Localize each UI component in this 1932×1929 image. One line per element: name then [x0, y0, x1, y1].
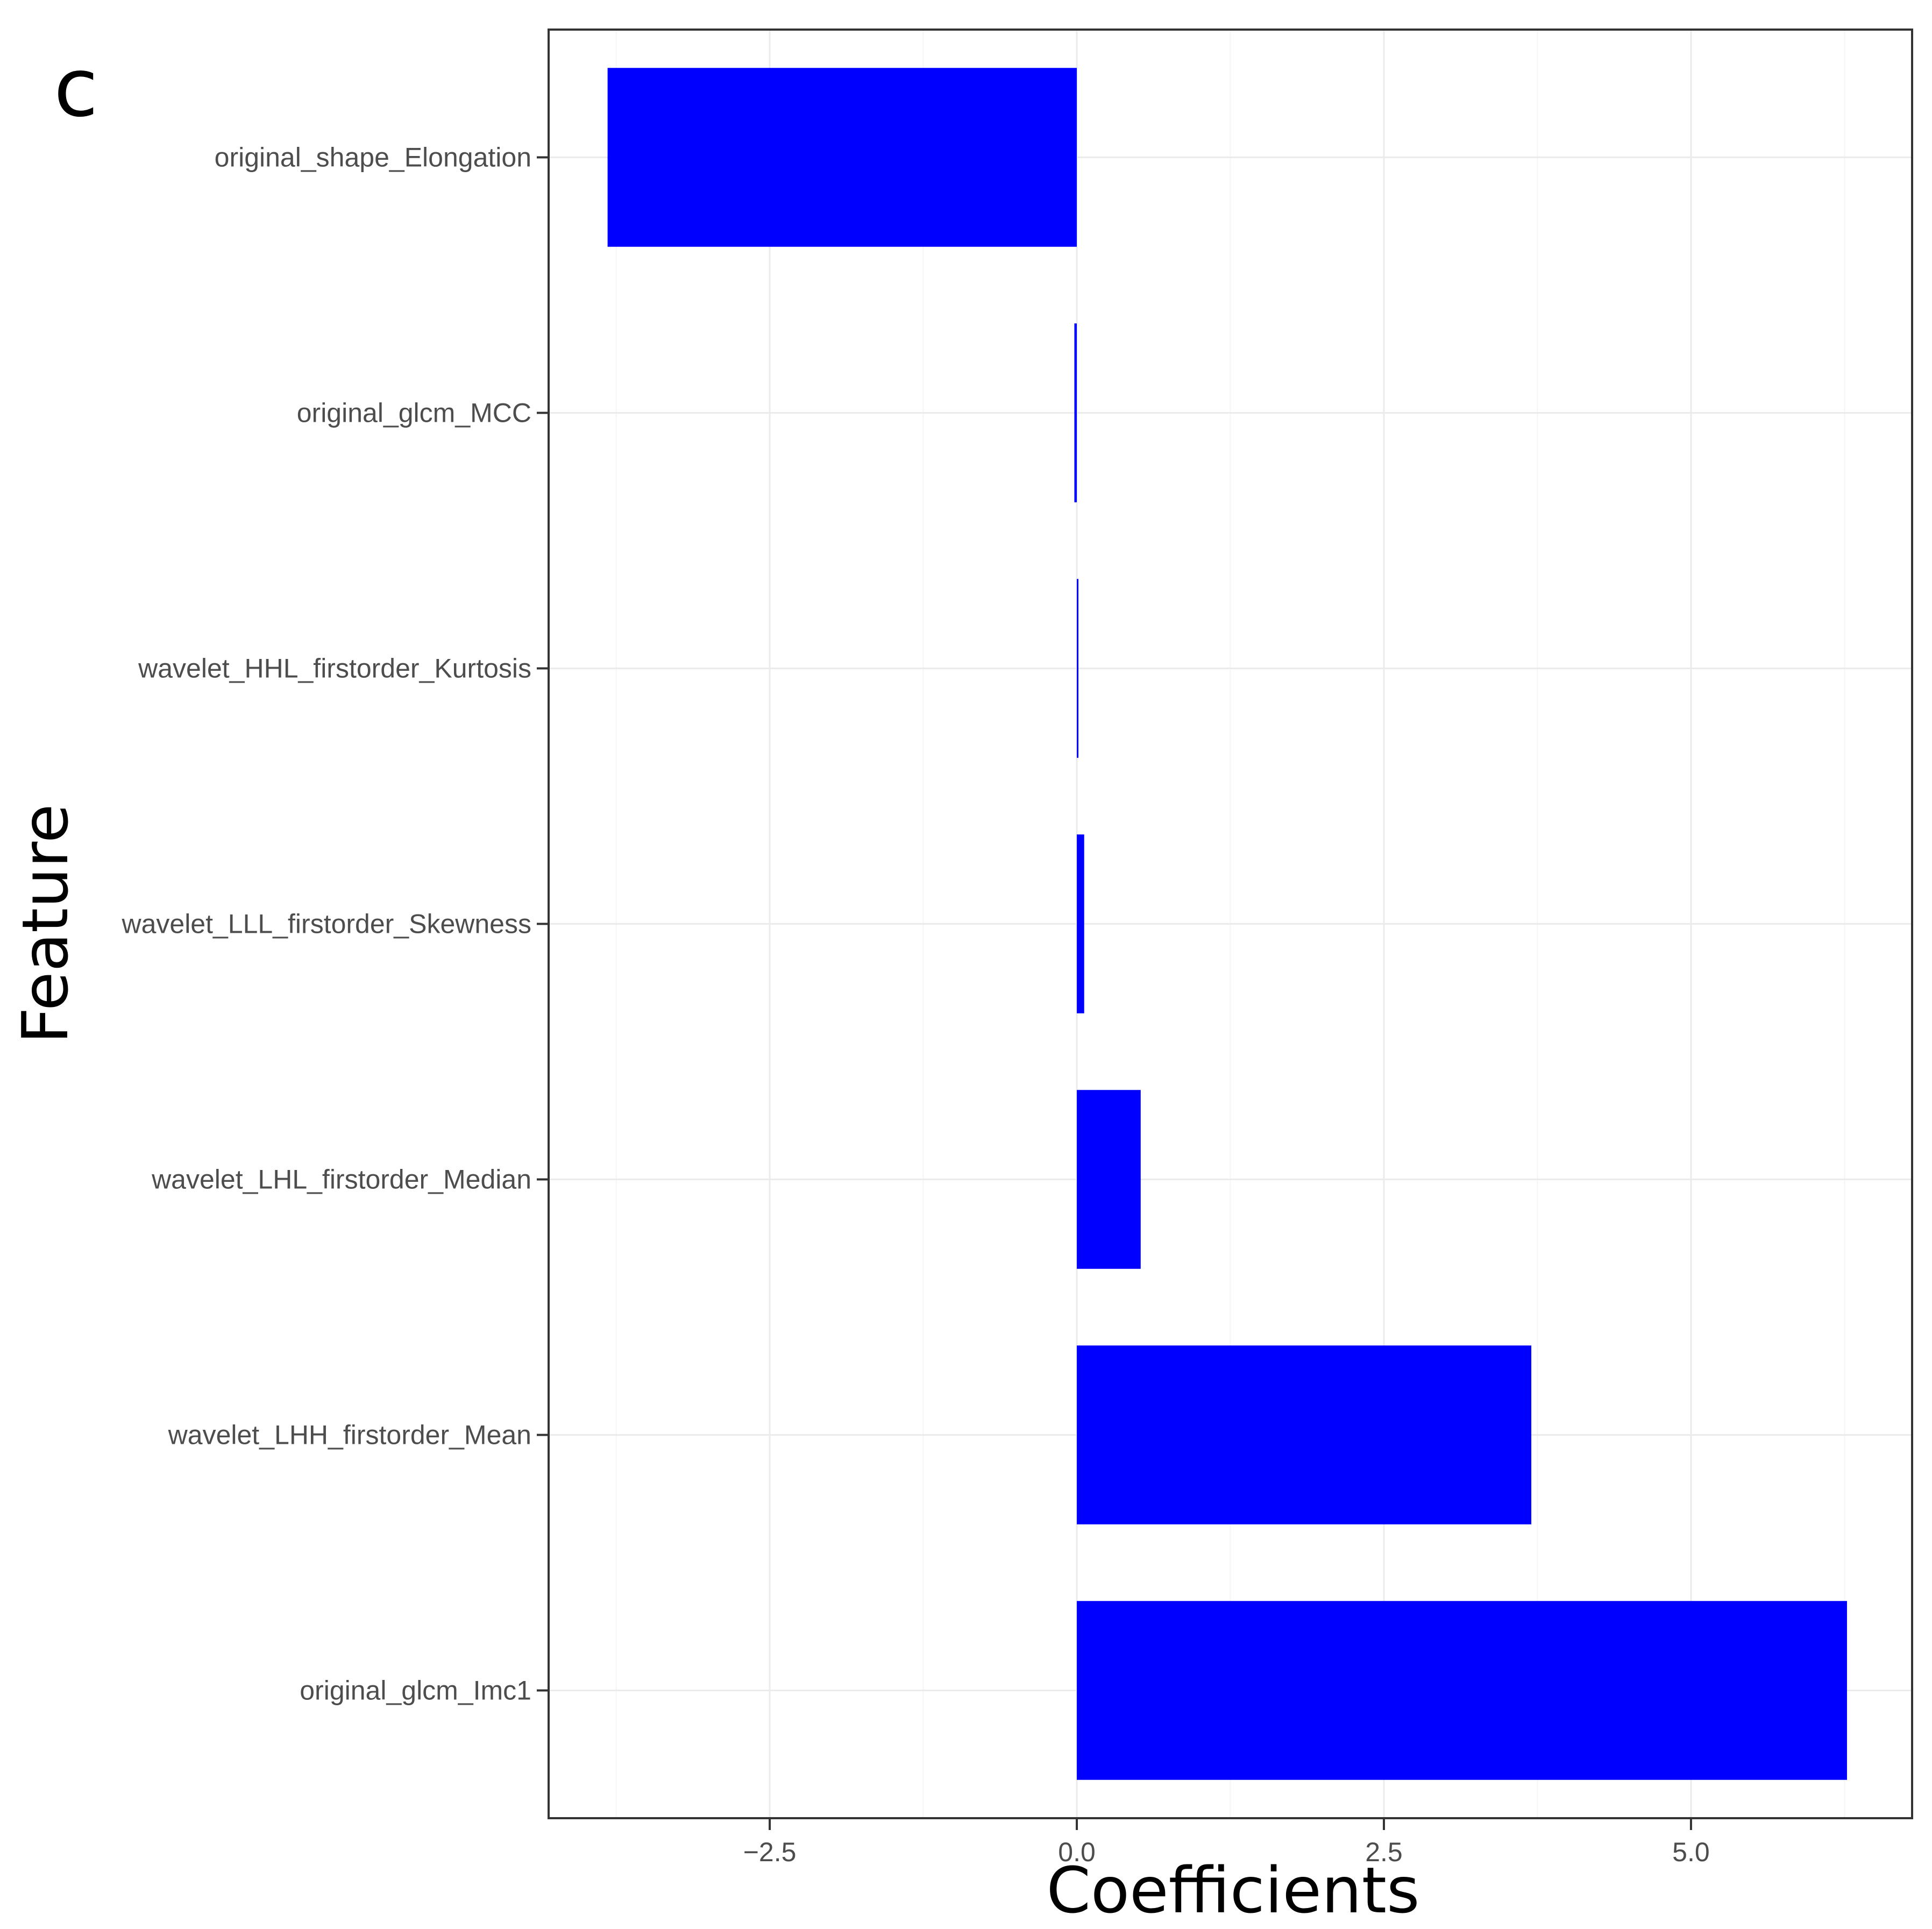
- x-axis-ticks: −2.5 0.0 2.5 5.0: [743, 1818, 1710, 1867]
- y-tick-label: wavelet_LHL_firstorder_Median: [151, 1165, 531, 1195]
- bar-wavelet_LLL_firstorder_Skewness: [1077, 834, 1084, 1013]
- bar-wavelet_LHH_firstorder_Mean: [1077, 1345, 1532, 1524]
- panel-label: c: [54, 41, 98, 135]
- bar-wavelet_HHL_firstorder_Kurtosis: [1077, 579, 1079, 758]
- y-axis-ticks: original_shape_Elongation original_glcm_M…: [121, 143, 549, 1706]
- bar-original_shape_Elongation: [607, 68, 1077, 247]
- y-tick-label: wavelet_LLL_firstorder_Skewness: [121, 909, 531, 939]
- x-tick-label: −2.5: [743, 1837, 797, 1867]
- bar-original_glcm_MCC: [1074, 323, 1077, 502]
- bar-wavelet_LHL_firstorder_Median: [1077, 1090, 1141, 1269]
- x-axis-title: Coefficients: [1046, 1853, 1419, 1927]
- x-tick-label: 0.0: [1058, 1837, 1096, 1867]
- y-tick-label: original_shape_Elongation: [215, 143, 531, 173]
- x-tick-label: 2.5: [1365, 1837, 1403, 1867]
- y-tick-label: wavelet_LHH_firstorder_Mean: [168, 1420, 531, 1450]
- y-tick-label: original_glcm_MCC: [297, 398, 531, 428]
- bars: [607, 68, 1847, 1780]
- y-tick-label: original_glcm_Imc1: [300, 1676, 531, 1706]
- bar-original_glcm_Imc1: [1077, 1601, 1847, 1780]
- y-axis-title: Feature: [8, 804, 82, 1044]
- y-tick-label: wavelet_HHL_firstorder_Kurtosis: [138, 654, 531, 684]
- x-tick-label: 5.0: [1672, 1837, 1710, 1867]
